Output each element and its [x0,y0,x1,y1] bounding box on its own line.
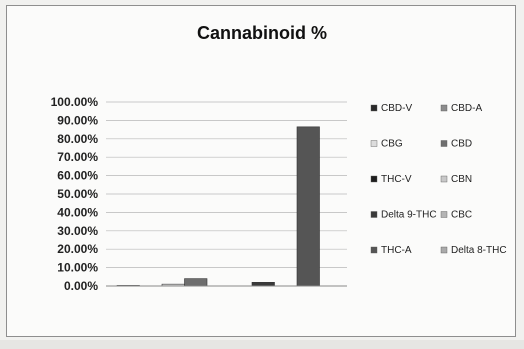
legend-label: CBD-V [381,103,412,114]
legend-swatch [370,211,378,218]
legend-swatch [440,140,448,147]
y-tick-label: 0.00% [64,279,98,293]
legend-label: CBD-A [451,103,482,114]
y-tick-label: 40.00% [57,205,98,219]
y-axis-ticks: 0.00% 10.00% 20.00% 30.00% 40.00% 50.00% 60.00… [51,95,99,293]
legend-swatch [370,175,378,183]
legend-label: CBC [451,210,472,221]
bars [116,126,320,287]
legend-swatch [370,104,378,112]
legend-label: CBN [451,174,472,185]
legend-label: CBD [451,139,472,150]
y-tick-label: 70.00% [57,150,98,164]
chart-title: Cannabinoid % [197,23,327,43]
legend-swatch [440,211,448,218]
bar [296,126,320,287]
legend-swatch [370,140,378,147]
y-tick-label: 20.00% [57,242,98,256]
legend-label: CBG [381,139,403,150]
legend-label: Delta 9-THC [381,210,437,221]
legend-label: Delta 8-THC [451,245,507,256]
y-tick-label: 60.00% [57,169,98,183]
legend-swatch [440,175,448,183]
bar [184,278,208,287]
legend: CBD-V CBD-A CBG CBD THC-V CBN Delta 9-THC CBC TH… [370,103,507,256]
y-tick-label: 30.00% [57,224,98,238]
legend-swatch [440,246,448,254]
page-edge [0,340,524,349]
y-tick-label: 80.00% [57,132,98,146]
y-tick-label: 50.00% [57,187,98,201]
legend-label: THC-A [381,245,412,256]
bar [251,282,275,287]
legend-swatch [370,246,378,254]
legend-swatch [440,104,448,112]
legend-label: THC-V [381,174,412,185]
y-tick-label: 90.00% [57,113,98,127]
chart-frame [6,5,516,337]
y-tick-label: 100.00% [51,95,99,109]
y-tick-label: 10.00% [57,261,98,275]
